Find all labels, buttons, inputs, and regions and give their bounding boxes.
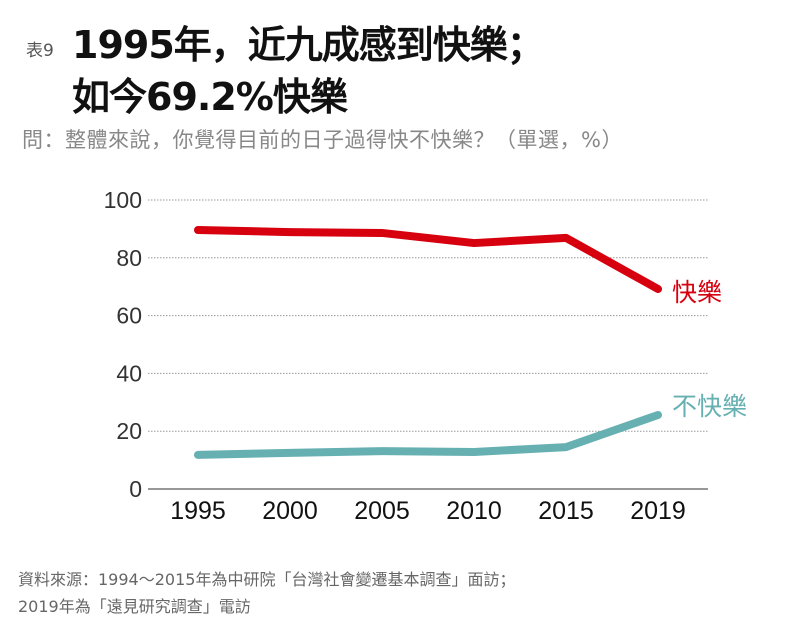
- y-tick-label: 40: [116, 360, 142, 386]
- source-note-line2: 2019年為「遠見研究調查」電訪: [18, 597, 251, 616]
- y-tick-label: 100: [104, 187, 142, 213]
- series-label: 不快樂: [672, 392, 747, 421]
- figure-number: 表9: [26, 41, 54, 61]
- y-tick-label: 80: [116, 245, 142, 271]
- series-line-unhappy: [194, 411, 662, 459]
- y-tick-label: 60: [116, 303, 142, 329]
- chart-title-line1: 1995年，近九成感到快樂；: [72, 23, 545, 67]
- chart-title-line2: 如今69.2%快樂: [72, 75, 348, 119]
- survey-question: 問：整體來說，你覺得目前的日子過得快不快樂？（單選，%）: [22, 128, 623, 152]
- source-note-line1: 資料來源：1994～2015年為中研院「台灣社會變遷基本調查」面訪；: [18, 570, 516, 589]
- x-tick-label: 2019: [630, 497, 686, 525]
- y-tick-label: 20: [116, 418, 142, 444]
- x-tick-label: 2010: [446, 497, 502, 525]
- x-tick-label: 2000: [262, 497, 318, 525]
- x-tick-label: 2015: [538, 497, 594, 525]
- series-line-happy: [194, 226, 662, 294]
- x-tick-label: 2005: [354, 497, 410, 525]
- x-tick-label: 1995: [170, 497, 226, 525]
- series-label: 快樂: [672, 278, 722, 307]
- y-tick-label: 0: [129, 476, 142, 502]
